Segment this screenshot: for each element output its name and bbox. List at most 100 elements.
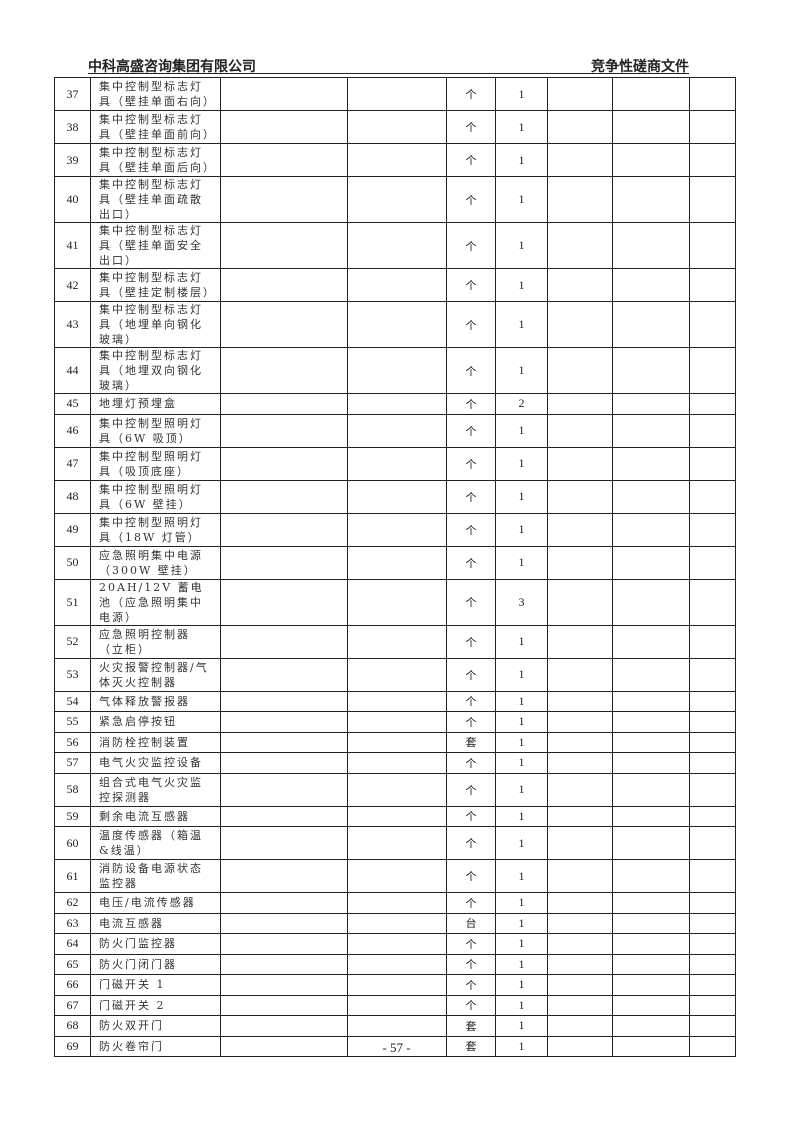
row-number: 38: [54, 110, 91, 144]
item-name: 门磁开关 2: [90, 994, 221, 1016]
table-row: 68 防火双开门 套 1: [54, 1015, 736, 1037]
brand-cell: [347, 1015, 447, 1037]
spec-cell: [220, 268, 348, 302]
company-name: 中科高盛咨询集团有限公司: [88, 59, 256, 75]
price-cell: [547, 912, 613, 934]
quantity: 1: [495, 974, 548, 996]
row-number: 47: [54, 446, 91, 481]
remark-cell: [689, 912, 736, 934]
unit: 个: [446, 826, 496, 860]
item-name: 集中控制型标志灯具（壁挂单面前向）: [90, 110, 221, 144]
row-number: 66: [54, 974, 91, 996]
quantity: 1: [495, 479, 548, 514]
price-cell: [547, 110, 613, 144]
quantity: 1: [495, 347, 548, 394]
remark-cell: [689, 933, 736, 955]
unit: 个: [446, 859, 496, 893]
item-name: 防火门闭门器: [90, 953, 221, 975]
price-cell: [547, 953, 613, 975]
row-number: 49: [54, 512, 91, 547]
unit: 个: [446, 347, 496, 394]
price-cell: [547, 143, 613, 177]
remark-cell: [689, 347, 736, 394]
quantity: 1: [495, 752, 548, 774]
price-cell: [547, 222, 613, 269]
price-cell: [547, 301, 613, 348]
total-cell: [612, 912, 690, 934]
item-name: 集中控制型照明灯具（18W 灯管）: [90, 512, 221, 547]
spec-cell: [220, 393, 348, 415]
price-cell: [547, 446, 613, 481]
remark-cell: [689, 826, 736, 860]
row-number: 55: [54, 711, 91, 733]
table-row: 51 20AH/12V 蓄电池（应急照明集中电源） 个 3: [54, 578, 736, 626]
spec-cell: [220, 690, 348, 712]
unit: 个: [446, 143, 496, 177]
item-name: 消防栓控制装置: [90, 731, 221, 753]
quantity: 1: [495, 690, 548, 712]
remark-cell: [689, 222, 736, 269]
unit: 个: [446, 77, 496, 111]
unit: 个: [446, 446, 496, 481]
unit: 个: [446, 953, 496, 975]
unit: 个: [446, 268, 496, 302]
unit: 个: [446, 110, 496, 144]
total-cell: [612, 994, 690, 1016]
table-row: 42 集中控制型标志灯具（壁挂定制楼层） 个 1: [54, 268, 736, 302]
total-cell: [612, 1015, 690, 1037]
unit: 个: [446, 176, 496, 223]
remark-cell: [689, 752, 736, 774]
brand-cell: [347, 413, 447, 448]
table-row: 56 消防栓控制装置 套 1: [54, 731, 736, 753]
unit: 个: [446, 301, 496, 348]
row-number: 52: [54, 624, 91, 659]
item-name: 紧急启停按钮: [90, 711, 221, 733]
remark-cell: [689, 268, 736, 302]
brand-cell: [347, 892, 447, 914]
total-cell: [612, 624, 690, 659]
item-name: 防火双开门: [90, 1015, 221, 1037]
price-cell: [547, 268, 613, 302]
quantity: 3: [495, 578, 548, 626]
quantity: 1: [495, 512, 548, 547]
quantity: 1: [495, 268, 548, 302]
quantity: 1: [495, 110, 548, 144]
spec-cell: [220, 413, 348, 448]
price-cell: [547, 994, 613, 1016]
table-row: 43 集中控制型标志灯具（地埋单向钢化玻璃） 个 1: [54, 301, 736, 348]
table-row: 39 集中控制型标志灯具（壁挂单面后向） 个 1: [54, 143, 736, 177]
quantity: 1: [495, 892, 548, 914]
table-row: 63 电流互感器 台 1: [54, 912, 736, 934]
item-name: 电流互感器: [90, 912, 221, 934]
unit: 个: [446, 805, 496, 827]
total-cell: [612, 143, 690, 177]
price-cell: [547, 77, 613, 111]
brand-cell: [347, 974, 447, 996]
quantity: 1: [495, 953, 548, 975]
spec-cell: [220, 347, 348, 394]
quantity: 1: [495, 731, 548, 753]
item-name: 应急照明集中电源（300W 壁挂）: [90, 545, 221, 580]
remark-cell: [689, 772, 736, 807]
price-cell: [547, 826, 613, 860]
item-name: 集中控制型标志灯具（壁挂定制楼层）: [90, 268, 221, 302]
price-cell: [547, 731, 613, 753]
item-name: 剩余电流互感器: [90, 805, 221, 827]
remark-cell: [689, 301, 736, 348]
brand-cell: [347, 772, 447, 807]
table-row: 58 组合式电气火灾监控探测器 个 1: [54, 772, 736, 807]
quantity: 1: [495, 545, 548, 580]
brand-cell: [347, 512, 447, 547]
spec-cell: [220, 953, 348, 975]
spec-cell: [220, 859, 348, 893]
brand-cell: [347, 143, 447, 177]
spec-cell: [220, 479, 348, 514]
remark-cell: [689, 624, 736, 659]
quantity: 1: [495, 624, 548, 659]
total-cell: [612, 545, 690, 580]
remark-cell: [689, 953, 736, 975]
unit: 个: [446, 892, 496, 914]
brand-cell: [347, 624, 447, 659]
total-cell: [612, 690, 690, 712]
quantity: 1: [495, 413, 548, 448]
